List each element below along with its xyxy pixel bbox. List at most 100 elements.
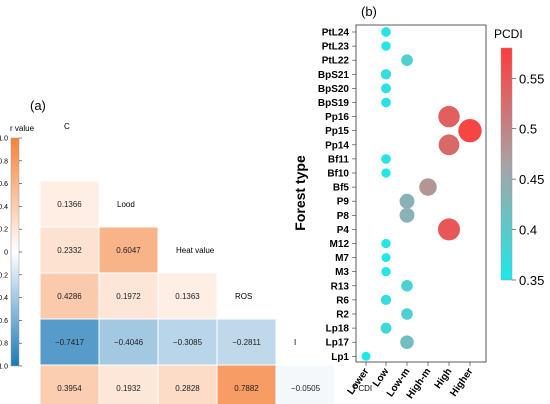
- heatmap-cell: [39, 226, 100, 274]
- heatmap-colorbar-ticks: 1.0 0.8 0.6 0.4 0.2 0 -0.2 -0.4 -0.6 -0.8 -1.0: [0, 136, 22, 371]
- bubble-y-tick-label: PtL24: [322, 28, 350, 39]
- bubble-y-tick-label: M7: [335, 253, 349, 264]
- heatmap-variable-labels: C Lood Heat value ROS I PCDI: [64, 122, 372, 393]
- heatmap-cell: [216, 318, 277, 366]
- bubble-y-tick-label: Bf10: [327, 169, 349, 180]
- heatmap-cell-value: 0.7882: [234, 384, 259, 393]
- bubble-point: [381, 154, 391, 164]
- heatmap-variable-label: Heat value: [176, 246, 215, 255]
- heatmap-cell: [39, 180, 100, 228]
- bubble-point: [380, 69, 392, 80]
- bubble-point: [361, 351, 371, 361]
- bubble-point: [437, 218, 461, 241]
- bubble-point: [380, 322, 392, 334]
- heatmap-cell: [98, 226, 159, 274]
- bubble-y-tick-label: Pp15: [325, 126, 349, 137]
- bubble-point: [381, 168, 391, 178]
- heatmap-cell: [157, 318, 218, 366]
- bubble-point: [381, 97, 391, 108]
- bubble-y-tick-labels: PtL24 PtL23 PtL22 BpS21 BpS20 BpS19 Pp16 Pp15 Pp…: [318, 28, 356, 363]
- heatmap-colorbar-tick-label: -0.6: [0, 318, 8, 325]
- heatmap-variable-label: ROS: [235, 292, 252, 301]
- panel-b-label: (b): [361, 4, 377, 19]
- bubble-y-tick-label: PtL22: [322, 56, 350, 67]
- heatmap-cell-value: 0.1363: [175, 292, 200, 301]
- heatmap-cell-value: 0.3954: [57, 384, 82, 393]
- bubble-y-tick-label: R2: [336, 310, 349, 321]
- bubble-point: [381, 27, 391, 37]
- heatmap-colorbar-tick-label: 0.6: [0, 181, 8, 188]
- heatmap-colorbar-tick-label: 1.0: [0, 136, 8, 143]
- heatmap-colorbar-tick-label: 0: [4, 250, 8, 257]
- bubble-y-tick-label: R6: [336, 295, 349, 306]
- heatmap-cells: 0.1366 0.2332 0.6047 0.4286 0.1972 0.1363 −0.7…: [39, 180, 336, 404]
- bubble-point: [381, 253, 391, 263]
- bubble-colorbar-tick-label: 0.35: [519, 273, 544, 288]
- bubble-point: [381, 238, 391, 249]
- heatmap-cell-value: 0.1932: [116, 384, 141, 393]
- heatmap-cell-value: 0.6047: [116, 246, 141, 255]
- bubble-point: [438, 134, 460, 156]
- bubble-point: [381, 41, 391, 51]
- bubble-y-tick-label: P9: [337, 197, 350, 208]
- heatmap-cell: [98, 364, 159, 404]
- bubble-colorbar-tick-label: 0.4: [519, 223, 537, 238]
- bubble-y-tick-label: M3: [335, 267, 349, 278]
- heatmap-cell-value: 0.1972: [116, 292, 141, 301]
- heatmap-cell-value: 0.2332: [57, 246, 82, 255]
- heatmap-cell: [39, 272, 100, 320]
- heatmap-cell-value: −0.2811: [232, 338, 261, 347]
- heatmap-colorbar-tick-label: 0.4: [0, 204, 8, 211]
- heatmap-variable-label: I: [294, 338, 296, 347]
- heatmap-cell-value: 0.2828: [175, 384, 200, 393]
- bubble-y-tick-label: BpS19: [318, 98, 350, 109]
- heatmap-colorbar-title: r value: [10, 124, 35, 133]
- bubble-x-tick-label: Low: [371, 366, 392, 389]
- heatmap-cell-value: −0.3085: [173, 338, 203, 347]
- heatmap-cell: [157, 364, 218, 404]
- bubble-x-tick-label: Higher: [448, 366, 475, 398]
- bubble-y-tick-label: BpS21: [318, 70, 350, 81]
- heatmap-cell-value: 0.1366: [57, 200, 82, 209]
- heatmap-cell-value: −0.7417: [55, 338, 85, 347]
- heatmap-colorbar-tick-label: -0.2: [0, 272, 8, 279]
- heatmap-colorbar-tick-label: -1.0: [0, 364, 8, 371]
- bubble-colorbar: [500, 47, 513, 281]
- heatmap-cell: [39, 364, 100, 404]
- bubble-y-tick-label: PtL23: [322, 42, 350, 53]
- bubble-point: [400, 335, 414, 349]
- bubble-point: [399, 193, 415, 209]
- bubble-y-tick-label: Lp1: [331, 352, 349, 363]
- bubble-colorbar-tick-label: 0.45: [519, 172, 544, 187]
- bubble-y-tick-label: Pp16: [325, 112, 349, 123]
- bubble-y-axis-title: Forest type: [292, 155, 308, 231]
- bubble-y-tick-label: P8: [337, 211, 350, 222]
- bubble-colorbar-ticks: 0.55 0.5 0.45 0.4 0.35: [512, 71, 544, 288]
- bubble-y-tick-label: Pp14: [325, 140, 349, 151]
- bubble-point: [380, 294, 392, 306]
- heatmap-variable-label: Lood: [117, 200, 135, 209]
- bubble-y-tick-label: Bf5: [333, 183, 350, 194]
- bubble-colorbar-tick-label: 0.5: [519, 122, 537, 137]
- heatmap-cell: [98, 318, 159, 366]
- heatmap-variable-label: C: [64, 122, 70, 131]
- heatmap-cell-value: −0.4046: [114, 338, 144, 347]
- correlation-heatmap-panel: (a) r value 1.0 0.8 0.6 0.4 0.2 0 -0.2 -0.4 -0.6…: [0, 98, 372, 404]
- heatmap-cell: [216, 364, 277, 404]
- panel-a-label: (a): [30, 98, 46, 113]
- bubble-y-tick-label: Bf11: [328, 154, 350, 165]
- bubble-y-tick-label: M12: [330, 239, 350, 250]
- bubble-colorbar-title: PCDI: [494, 27, 523, 41]
- heatmap-cell: [98, 272, 159, 320]
- bubble-y-tick-label: Lp17: [326, 338, 350, 349]
- bubble-point: [458, 119, 482, 143]
- heatmap-colorbar-tick-label: -0.8: [0, 341, 8, 348]
- heatmap-cell: [157, 272, 218, 320]
- heatmap-cell-value: −0.0505: [291, 384, 321, 393]
- bubble-y-tick-label: R13: [331, 281, 350, 292]
- bubble-y-tick-label: Lp18: [326, 324, 350, 335]
- bubble-point: [438, 105, 460, 128]
- heatmap-variable-label: PCDI: [353, 384, 372, 393]
